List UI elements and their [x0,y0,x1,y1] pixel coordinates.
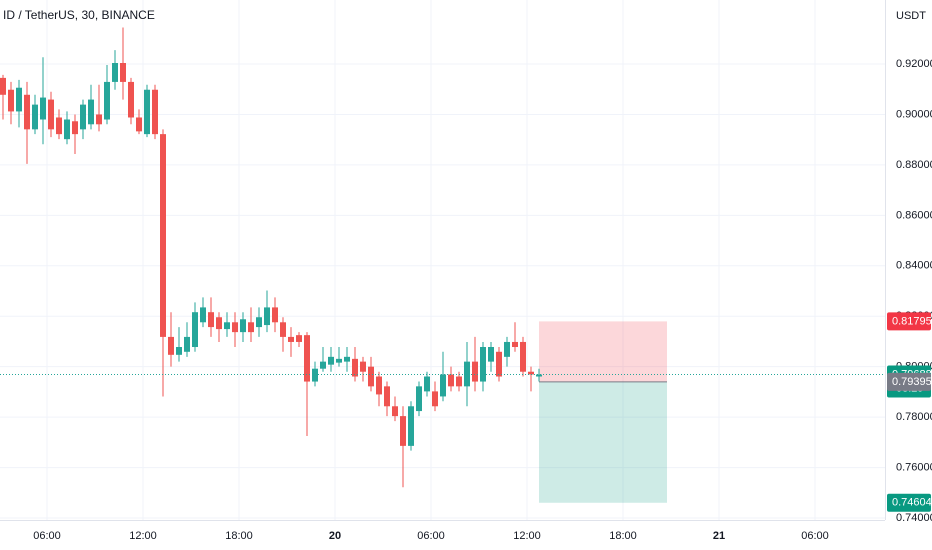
candle-body [536,374,542,377]
candle-body [336,358,342,363]
candle-body [176,347,182,355]
price-tag [887,312,931,331]
candle-body [392,406,398,417]
axes: 0.920000.900000.880000.860000.840000.820… [33,58,932,542]
price-tag [887,493,931,512]
candle-body [72,121,78,135]
candle-body [80,104,86,130]
candle-body [216,317,222,330]
candle-body [488,347,494,362]
candle-body [96,114,102,125]
candle-body [400,416,406,446]
candle-body [280,322,286,337]
candle-body [328,356,334,365]
candle-body [136,117,142,132]
candle-body [480,347,486,382]
target-zone [539,381,667,503]
candle-body [464,361,470,387]
candle-body [104,81,110,120]
y-tick-label: 0.86000 [896,209,932,221]
candle-body [376,376,382,395]
y-tick-label: 0.74000 [896,512,932,524]
grid [0,0,885,520]
candle-body [504,341,510,357]
candle-body [408,406,414,446]
candle-body [240,319,246,333]
y-tick-label: 0.78000 [896,411,932,423]
y-tick-label: 0.88000 [896,159,932,171]
candle-body [112,63,118,82]
candle-body [416,386,422,412]
candle-body [496,351,502,377]
candle-body [0,77,6,95]
candle-body [312,368,318,382]
candle-body [184,336,190,352]
candle-body [344,356,350,362]
candle-body [16,87,22,112]
candle-body [520,341,526,372]
candle-body [304,335,310,382]
y-tick-label: 0.90000 [896,108,932,120]
price-tag-label: 0.79395 [892,376,932,388]
candle-body [32,104,38,130]
candle-body [360,361,366,372]
x-tick-label: 18:00 [225,530,253,542]
candle-body [144,89,150,135]
candle-body [24,94,30,130]
candle-body [208,312,214,328]
candle-body [424,376,430,392]
candle-body [192,312,198,348]
candle-body [264,307,270,326]
candle-body [440,374,446,397]
candle-body [88,99,94,125]
candle-body [352,358,358,377]
y-tick-label: 0.92000 [896,58,932,70]
candle-body [56,117,62,135]
x-tick-label: 21 [713,530,725,542]
candle-body [224,322,230,330]
candle-body [40,97,46,120]
chart-title: ID / TetherUS, 30, BINANCE [3,8,155,22]
price-tag [887,372,931,391]
x-tick-label: 20 [329,530,341,542]
candle-body [528,371,534,375]
candle-body [160,134,166,337]
candle-body [512,341,518,348]
candle-body [296,335,302,342]
candle-body [432,391,438,407]
candle-body [448,374,454,387]
currency-label: USDT [896,10,926,22]
candle-body [456,376,462,387]
x-tick-label: 06:00 [801,530,829,542]
candle-body [272,307,278,323]
candle-body [256,317,262,328]
candle-body [48,99,54,130]
price-tag-label: 0.81795 [892,315,932,327]
y-tick-label: 0.84000 [896,260,932,272]
x-tick-label: 06:00 [33,530,61,542]
plot [0,27,885,503]
candle-body [384,386,390,407]
candle-body [368,366,374,387]
stop-zone [539,321,667,382]
x-tick-label: 12:00 [129,530,157,542]
candle-body [168,336,174,355]
price-tag-label: 0.74604 [892,497,932,509]
candle-body [8,89,14,112]
candle-body [232,322,238,333]
x-tick-label: 12:00 [513,530,541,542]
candle-body [472,361,478,382]
candle-body [248,322,254,333]
candle-body [64,119,70,140]
candle-body [120,63,126,82]
candle-body [152,89,158,135]
candle-body [128,81,134,118]
y-tick-label: 0.76000 [896,461,932,473]
x-tick-label: 18:00 [609,530,637,542]
candle-body [288,336,294,342]
candle-body [320,361,326,369]
x-tick-label: 06:00 [417,530,445,542]
candle-body [200,307,206,323]
